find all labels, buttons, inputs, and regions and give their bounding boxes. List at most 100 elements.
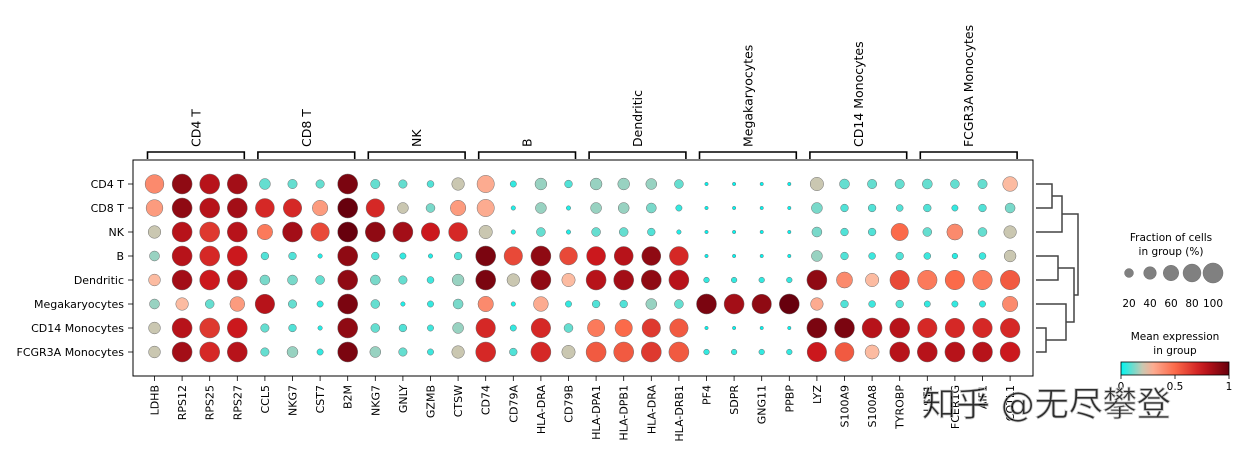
dot	[779, 293, 800, 315]
dot	[895, 204, 904, 212]
bracket-7	[919, 151, 1018, 159]
size-legend-label: 40	[1143, 298, 1156, 310]
dot	[425, 203, 436, 213]
gene-group-label: B	[520, 138, 535, 147]
dot	[317, 253, 323, 259]
dot	[723, 293, 745, 315]
dot	[999, 341, 1021, 363]
dot	[923, 252, 932, 260]
dot	[645, 298, 658, 310]
dot	[731, 348, 738, 356]
dot	[227, 269, 248, 291]
dot-grid	[144, 173, 1021, 363]
dot	[398, 347, 408, 357]
dot	[591, 227, 601, 237]
dot	[536, 227, 546, 237]
dot	[227, 221, 248, 243]
dot	[1003, 225, 1017, 239]
dot	[428, 253, 433, 259]
x-tick-label: GNG11	[756, 385, 769, 424]
x-tick-label: GZMB	[425, 385, 438, 418]
dot	[674, 299, 684, 309]
x-tick-label: S100A8	[866, 385, 879, 428]
dot	[895, 299, 904, 309]
dot	[337, 341, 358, 363]
dot	[759, 230, 764, 234]
dot	[676, 229, 682, 235]
dot	[510, 301, 516, 307]
dot	[287, 274, 298, 286]
x-tick-label: SDPR	[728, 385, 741, 415]
dot	[451, 345, 465, 359]
dot	[453, 251, 463, 261]
dot	[923, 300, 931, 308]
dot	[398, 275, 408, 285]
dot	[589, 177, 603, 191]
dot	[944, 270, 965, 290]
dot	[148, 321, 161, 335]
dot	[917, 270, 938, 290]
dot	[337, 317, 358, 339]
x-tick-label: AIF1	[977, 385, 990, 409]
dot	[669, 318, 689, 338]
dot	[618, 227, 629, 237]
dot	[836, 271, 853, 289]
dot	[256, 224, 273, 240]
dot	[315, 275, 325, 285]
dot	[613, 269, 634, 291]
dot	[759, 326, 764, 330]
dot	[972, 270, 993, 290]
dot	[476, 175, 495, 193]
dot	[1003, 249, 1017, 263]
dot	[703, 276, 710, 284]
x-tick-label: RPS12	[176, 385, 189, 420]
dot	[509, 324, 517, 332]
dot	[426, 276, 435, 284]
dot	[585, 341, 607, 363]
dot	[451, 177, 465, 191]
dot	[917, 318, 938, 338]
dot	[365, 198, 385, 218]
dot	[426, 180, 435, 188]
dot	[1000, 318, 1021, 338]
watermark-text: 知乎 @无尽攀登	[922, 385, 1171, 425]
x-tick-label: CCL5	[259, 385, 272, 414]
dot	[199, 341, 220, 363]
y-tick-label: CD14 Monocytes	[31, 322, 124, 335]
color-legend-tick-label: 1	[1226, 381, 1233, 393]
dot	[867, 227, 877, 237]
x-tick-label: FCER1G	[949, 385, 962, 429]
dot	[732, 206, 737, 210]
color-legend: Mean expression in group 0 0.5 1	[1118, 331, 1233, 393]
size-legend: Fraction of cells in group (%) 20 40 60 80 100	[1122, 232, 1224, 310]
dot	[149, 298, 160, 310]
dot	[316, 348, 324, 356]
dot	[840, 299, 849, 309]
dot	[427, 348, 434, 356]
color-legend-tick-label: 0.5	[1167, 381, 1184, 393]
x-tick-label: COTL1	[1004, 385, 1017, 421]
x-tick-label: RPS25	[204, 385, 217, 420]
dot	[758, 348, 765, 356]
dot	[787, 254, 792, 258]
dot	[978, 252, 987, 260]
dot	[397, 202, 409, 214]
dot	[259, 274, 271, 286]
size-legend-label: 80	[1185, 298, 1198, 310]
dot	[310, 222, 330, 242]
dot	[171, 221, 193, 243]
dot	[260, 347, 270, 357]
dot	[591, 299, 601, 309]
dot	[1002, 296, 1019, 312]
dot	[260, 251, 270, 261]
dot	[641, 246, 662, 266]
dot	[587, 319, 606, 337]
dot	[787, 326, 792, 330]
dot	[316, 300, 324, 308]
plot-frame	[132, 159, 1034, 377]
x-tick-label: PF4	[701, 385, 714, 405]
dot	[149, 250, 160, 262]
dot	[370, 274, 381, 286]
dot	[144, 174, 165, 194]
